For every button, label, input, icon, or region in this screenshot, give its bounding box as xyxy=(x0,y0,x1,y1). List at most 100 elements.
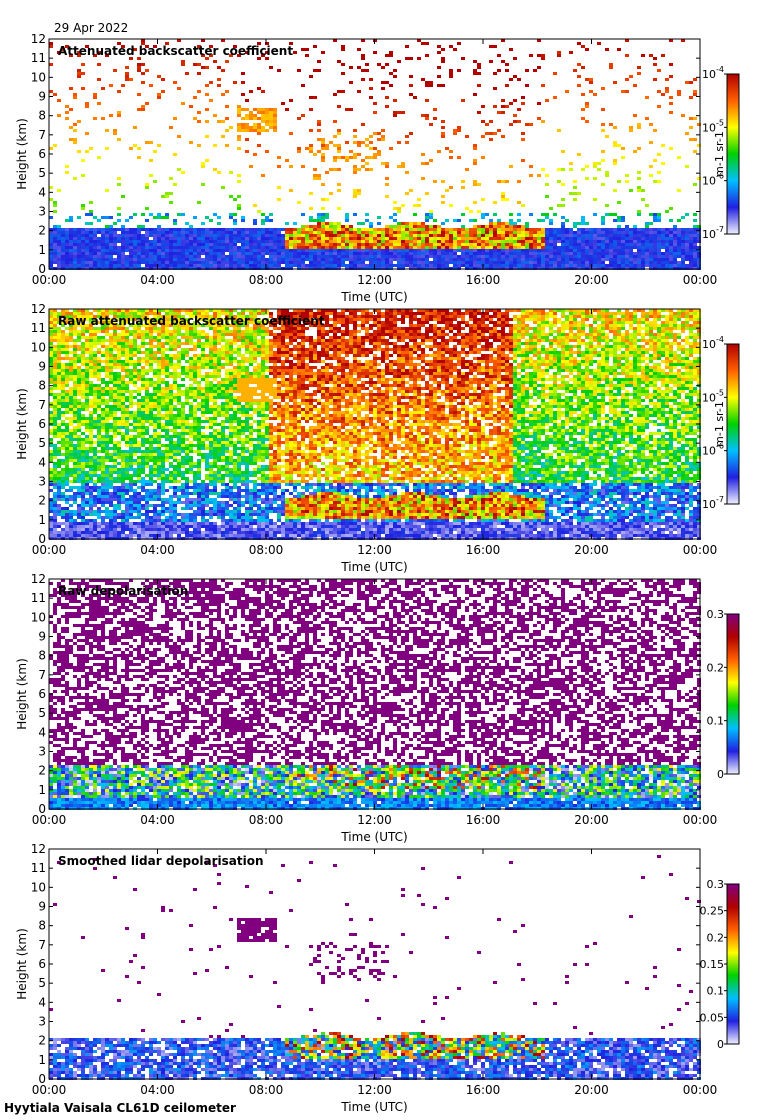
colorbar-tick-label: 10-4 xyxy=(702,65,724,81)
y-axis-label: Height (km) xyxy=(15,658,29,729)
colorbar-gradient xyxy=(726,73,740,235)
y-tick-label: 1 xyxy=(38,243,46,257)
y-tick-label: 5 xyxy=(38,976,46,990)
y-tick-label: 11 xyxy=(31,51,46,65)
x-tick-label: 12:00 xyxy=(357,813,392,827)
x-tick-label: 08:00 xyxy=(249,273,284,287)
x-tick-label: 00:00 xyxy=(683,813,718,827)
x-tick-label: 16:00 xyxy=(466,273,501,287)
colorbar-tick-label: 0.2 xyxy=(707,661,725,674)
y-tick-label: 10 xyxy=(31,340,46,354)
colorbar-tick-label: 0.2 xyxy=(707,931,725,944)
y-tick-label: 5 xyxy=(38,436,46,450)
y-tick-label: 1 xyxy=(38,1053,46,1067)
colorbar-tick-label: 10-7 xyxy=(702,225,724,241)
date-label: 29 Apr 2022 xyxy=(54,21,128,35)
x-tick-label: 00:00 xyxy=(32,543,67,557)
colorbar-tick-label: 10-7 xyxy=(702,495,724,511)
y-tick-label: 7 xyxy=(38,128,46,142)
x-tick-label: 08:00 xyxy=(249,543,284,557)
y-tick-label: 0 xyxy=(38,1072,46,1086)
heatmap-cells xyxy=(49,309,701,540)
colorbar-gradient xyxy=(726,343,740,505)
colorbar-gradient xyxy=(726,613,740,775)
y-tick-label: 9 xyxy=(38,90,46,104)
y-tick-label: 6 xyxy=(38,417,46,431)
x-tick-label: 00:00 xyxy=(32,1083,67,1097)
y-axis-label: Height (km) xyxy=(15,118,29,189)
y-tick-label: 2 xyxy=(38,494,46,508)
x-tick-label: 00:00 xyxy=(32,273,67,287)
heatmap-cells xyxy=(49,579,701,810)
y-tick-label: 4 xyxy=(38,995,46,1009)
y-tick-label: 4 xyxy=(38,455,46,469)
x-tick-label: 08:00 xyxy=(249,813,284,827)
y-tick-label: 7 xyxy=(38,938,46,952)
panel-title: Smoothed lidar depolarisation xyxy=(58,854,264,868)
y-tick-label: 10 xyxy=(31,70,46,84)
x-tick-label: 12:00 xyxy=(357,1083,392,1097)
y-tick-label: 11 xyxy=(31,861,46,875)
y-tick-label: 9 xyxy=(38,900,46,914)
y-tick-label: 10 xyxy=(31,610,46,624)
x-tick-label: 08:00 xyxy=(249,1083,284,1097)
colorbar-tick-label: 10-4 xyxy=(702,335,724,351)
colorbar: 10-710-610-510-4m-1 sr-1 xyxy=(702,335,740,511)
heatmap-cells xyxy=(49,39,701,270)
x-tick-label: 12:00 xyxy=(357,273,392,287)
colorbar-tick-label: 0.25 xyxy=(700,905,725,918)
x-tick-label: 12:00 xyxy=(357,543,392,557)
y-tick-label: 9 xyxy=(38,360,46,374)
y-tick-label: 3 xyxy=(38,1015,46,1029)
y-tick-label: 8 xyxy=(38,919,46,933)
y-tick-label: 2 xyxy=(38,224,46,238)
y-tick-label: 4 xyxy=(38,185,46,199)
heatmap-cells xyxy=(49,855,701,1080)
x-tick-label: 00:00 xyxy=(683,273,718,287)
y-tick-label: 5 xyxy=(38,166,46,180)
colorbar: 10-710-610-510-4m-1 sr-1 xyxy=(702,65,740,241)
y-tick-label: 11 xyxy=(31,321,46,335)
colorbar-tick-label: 0.15 xyxy=(700,958,725,971)
colorbar-tick-label: 0.1 xyxy=(707,715,725,728)
y-tick-label: 12 xyxy=(31,302,46,316)
x-tick-label: 04:00 xyxy=(140,273,175,287)
x-tick-label: 16:00 xyxy=(466,543,501,557)
y-axis-label: Height (km) xyxy=(15,928,29,999)
y-tick-label: 12 xyxy=(31,32,46,46)
panel-title: Raw attenuated backscatter coefficient xyxy=(58,314,325,328)
y-tick-label: 4 xyxy=(38,725,46,739)
colorbar-tick-label: 0 xyxy=(717,768,724,781)
y-tick-label: 3 xyxy=(38,205,46,219)
x-tick-label: 20:00 xyxy=(574,813,609,827)
y-tick-label: 3 xyxy=(38,745,46,759)
colorbar-tick-label: 0 xyxy=(717,1038,724,1051)
x-tick-label: 04:00 xyxy=(140,543,175,557)
y-tick-label: 0 xyxy=(38,262,46,276)
colorbar-tick-label: 0.05 xyxy=(700,1011,725,1024)
y-tick-label: 10 xyxy=(31,880,46,894)
y-tick-label: 2 xyxy=(38,764,46,778)
y-axis-label: Height (km) xyxy=(15,388,29,459)
y-tick-label: 1 xyxy=(38,513,46,527)
y-tick-label: 3 xyxy=(38,475,46,489)
colorbar: 0 0.05 0.1 0.15 0.2 0.25 0.3 xyxy=(700,878,740,1051)
x-tick-label: 04:00 xyxy=(140,1083,175,1097)
y-tick-label: 6 xyxy=(38,957,46,971)
y-tick-label: 11 xyxy=(31,591,46,605)
y-tick-label: 7 xyxy=(38,668,46,682)
y-tick-label: 7 xyxy=(38,398,46,412)
panel-title: Attenuated backscatter coefficient xyxy=(58,44,293,58)
y-tick-label: 1 xyxy=(38,783,46,797)
colorbar-tick-label: 0.1 xyxy=(707,985,725,998)
y-tick-label: 8 xyxy=(38,109,46,123)
colorbar: 0 0.1 0.2 0.3 xyxy=(707,608,740,781)
instrument-label: Hyytiala Vaisala CL61D ceilometer xyxy=(4,1101,236,1115)
y-tick-label: 0 xyxy=(38,532,46,546)
y-tick-label: 12 xyxy=(31,572,46,586)
